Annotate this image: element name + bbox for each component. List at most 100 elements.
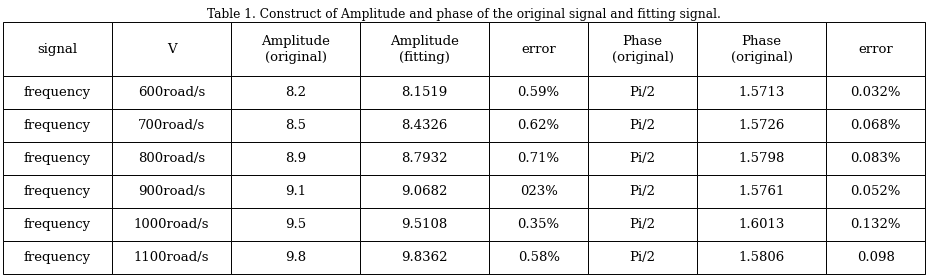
Text: 600road/s: 600road/s bbox=[138, 86, 205, 99]
Text: Amplitude
(original): Amplitude (original) bbox=[260, 34, 330, 63]
Bar bbox=[825, 142, 924, 175]
Bar bbox=[360, 208, 489, 241]
Bar bbox=[825, 208, 924, 241]
Bar bbox=[696, 76, 825, 109]
Text: Pi/2: Pi/2 bbox=[629, 119, 654, 132]
Text: 9.8362: 9.8362 bbox=[401, 251, 448, 264]
Text: 1000road/s: 1000road/s bbox=[133, 218, 209, 231]
Bar bbox=[489, 22, 588, 76]
Text: 1.5798: 1.5798 bbox=[738, 152, 784, 165]
Bar bbox=[588, 76, 696, 109]
Bar bbox=[696, 142, 825, 175]
Bar bbox=[3, 22, 112, 76]
Bar bbox=[360, 241, 489, 274]
Bar bbox=[489, 241, 588, 274]
Text: 0.62%: 0.62% bbox=[517, 119, 559, 132]
Text: 0.068%: 0.068% bbox=[849, 119, 900, 132]
Bar bbox=[489, 208, 588, 241]
Text: 0.71%: 0.71% bbox=[517, 152, 559, 165]
Bar bbox=[489, 142, 588, 175]
Text: 9.5108: 9.5108 bbox=[401, 218, 448, 231]
Text: 9.5: 9.5 bbox=[285, 218, 306, 231]
Bar bbox=[112, 241, 231, 274]
Text: frequency: frequency bbox=[24, 152, 91, 165]
Text: 0.083%: 0.083% bbox=[849, 152, 900, 165]
Bar bbox=[489, 175, 588, 208]
Bar bbox=[231, 175, 360, 208]
Bar bbox=[3, 208, 112, 241]
Text: 0.052%: 0.052% bbox=[849, 185, 900, 198]
Bar bbox=[3, 175, 112, 208]
Text: 9.8: 9.8 bbox=[285, 251, 306, 264]
Text: 0.35%: 0.35% bbox=[517, 218, 559, 231]
Bar bbox=[825, 76, 924, 109]
Bar bbox=[231, 142, 360, 175]
Bar bbox=[489, 76, 588, 109]
Text: 1.5761: 1.5761 bbox=[738, 185, 784, 198]
Text: 0.032%: 0.032% bbox=[849, 86, 900, 99]
Bar bbox=[825, 241, 924, 274]
Bar bbox=[112, 175, 231, 208]
Text: error: error bbox=[521, 43, 555, 55]
Bar bbox=[588, 175, 696, 208]
Bar bbox=[696, 241, 825, 274]
Text: 8.4326: 8.4326 bbox=[401, 119, 448, 132]
Text: 0.132%: 0.132% bbox=[849, 218, 900, 231]
Bar bbox=[825, 175, 924, 208]
Bar bbox=[360, 142, 489, 175]
Text: frequency: frequency bbox=[24, 86, 91, 99]
Text: error: error bbox=[857, 43, 892, 55]
Bar bbox=[588, 142, 696, 175]
Text: Pi/2: Pi/2 bbox=[629, 185, 654, 198]
Text: Pi/2: Pi/2 bbox=[629, 251, 654, 264]
Text: Pi/2: Pi/2 bbox=[629, 152, 654, 165]
Bar bbox=[360, 76, 489, 109]
Bar bbox=[3, 109, 112, 142]
Bar bbox=[112, 22, 231, 76]
Text: Pi/2: Pi/2 bbox=[629, 218, 654, 231]
Bar bbox=[112, 109, 231, 142]
Text: 8.2: 8.2 bbox=[285, 86, 306, 99]
Text: 1.5726: 1.5726 bbox=[738, 119, 784, 132]
Bar bbox=[3, 142, 112, 175]
Text: 900road/s: 900road/s bbox=[138, 185, 205, 198]
Bar bbox=[588, 241, 696, 274]
Bar bbox=[360, 175, 489, 208]
Bar bbox=[231, 241, 360, 274]
Bar bbox=[112, 208, 231, 241]
Text: frequency: frequency bbox=[24, 119, 91, 132]
Bar bbox=[825, 109, 924, 142]
Text: 8.1519: 8.1519 bbox=[401, 86, 448, 99]
Bar bbox=[112, 76, 231, 109]
Text: 023%: 023% bbox=[519, 185, 557, 198]
Bar bbox=[696, 208, 825, 241]
Text: 8.9: 8.9 bbox=[285, 152, 306, 165]
Text: 1.5713: 1.5713 bbox=[738, 86, 784, 99]
Bar bbox=[588, 109, 696, 142]
Text: Phase
(original): Phase (original) bbox=[611, 34, 673, 63]
Text: 1.6013: 1.6013 bbox=[738, 218, 784, 231]
Text: 700road/s: 700road/s bbox=[138, 119, 205, 132]
Text: Amplitude
(fitting): Amplitude (fitting) bbox=[389, 34, 459, 63]
Bar bbox=[3, 241, 112, 274]
Bar bbox=[231, 22, 360, 76]
Text: 1.5806: 1.5806 bbox=[738, 251, 784, 264]
Text: 800road/s: 800road/s bbox=[138, 152, 205, 165]
Bar bbox=[231, 109, 360, 142]
Text: Table 1. Construct of Amplitude and phase of the original signal and fitting sig: Table 1. Construct of Amplitude and phas… bbox=[207, 8, 720, 21]
Bar bbox=[825, 22, 924, 76]
Bar bbox=[3, 76, 112, 109]
Text: frequency: frequency bbox=[24, 218, 91, 231]
Text: signal: signal bbox=[37, 43, 78, 55]
Text: frequency: frequency bbox=[24, 251, 91, 264]
Text: Phase
(original): Phase (original) bbox=[730, 34, 792, 63]
Text: 9.0682: 9.0682 bbox=[401, 185, 448, 198]
Bar bbox=[588, 208, 696, 241]
Bar bbox=[696, 109, 825, 142]
Text: 0.098: 0.098 bbox=[856, 251, 894, 264]
Text: 9.1: 9.1 bbox=[285, 185, 306, 198]
Text: V: V bbox=[167, 43, 176, 55]
Bar bbox=[231, 76, 360, 109]
Text: 1100road/s: 1100road/s bbox=[133, 251, 209, 264]
Bar bbox=[112, 142, 231, 175]
